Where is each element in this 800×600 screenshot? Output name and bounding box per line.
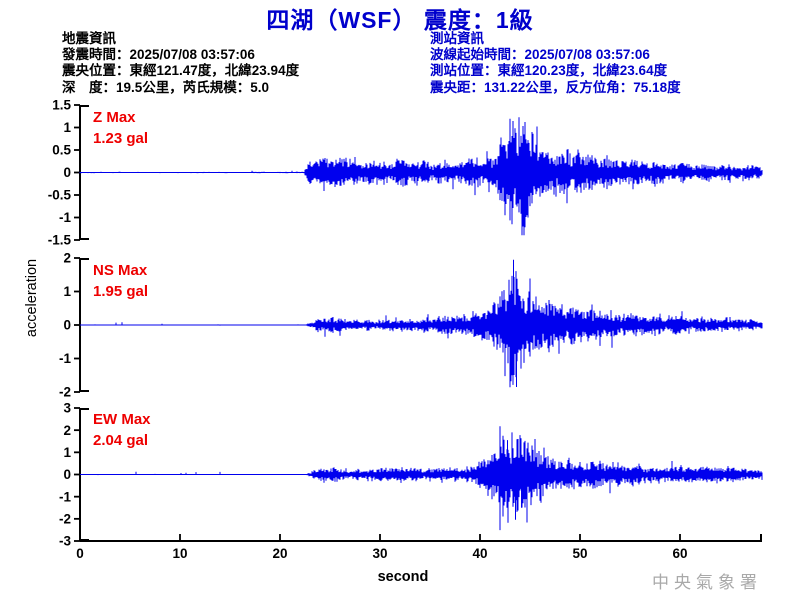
waveform-z	[79, 117, 763, 236]
waveform-ew	[80, 426, 763, 531]
y-tick-label-ns: 2	[63, 251, 71, 266]
y-tick-label-ns: 1	[63, 284, 71, 299]
y-tick-label-ns: 0	[63, 318, 71, 333]
channel-z-max-label: Z Max 1.23 gal	[93, 107, 148, 149]
channel-ns-max-value: 1.95 gal	[93, 283, 149, 300]
y-tick-label-z: 0.5	[52, 143, 71, 158]
x-tick-label: 20	[272, 546, 287, 561]
channel-ns-max-label: NS Max 1.95 gal	[93, 260, 148, 302]
x-tick-label: 0	[76, 546, 84, 561]
channel-ew-max-label: EW Max 2.04 gal	[93, 409, 151, 451]
station-info-block: 測站資訊 波線起始時間：2025/07/08 03:57:06 測站位置：東經1…	[430, 31, 681, 96]
x-tick-label: 60	[672, 546, 687, 561]
channel-ew-max-value: 2.04 gal	[93, 432, 149, 449]
x-tick-label: 50	[572, 546, 587, 561]
y-tick-label-z: 1	[63, 120, 71, 135]
y-tick-label-z: -0.5	[48, 188, 72, 203]
page-title: 四湖（WSF） 震度：1級	[266, 7, 534, 33]
y-tick-label-z: 1.5	[52, 98, 71, 113]
station-wave-start-time: 波線起始時間：2025/07/08 03:57:06	[430, 47, 650, 63]
y-tick-label-ew: -3	[59, 534, 71, 549]
channel-z-name: Z Max	[93, 109, 136, 126]
channel-z-max-value: 1.23 gal	[93, 130, 149, 147]
y-tick-label-z: 0	[63, 165, 71, 180]
earthquake-epicenter: 震央位置：東經121.47度，北緯23.94度	[62, 63, 300, 79]
channel-ns-name: NS Max	[93, 262, 148, 279]
y-tick-label-ew: 1	[63, 445, 71, 460]
y-axis-title: acceleration	[24, 258, 40, 338]
x-tick-label: 10	[172, 546, 187, 561]
y-tick-label-ew: -2	[59, 512, 71, 527]
y-tick-label-ns: -2	[59, 385, 71, 400]
x-tick-label: 40	[472, 546, 487, 561]
earthquake-info-heading: 地震資訊	[62, 31, 116, 46]
y-tick-label-ew: 2	[63, 423, 71, 438]
x-tick-label: 30	[372, 546, 387, 561]
station-info-heading: 測站資訊	[430, 31, 484, 46]
y-tick-label-ew: 0	[63, 467, 71, 482]
station-distance-azimuth: 震央距：131.22公里，反方位角：75.18度	[430, 79, 681, 95]
earthquake-info-block: 地震資訊 發震時間：2025/07/08 03:57:06 震央位置：東經121…	[62, 31, 299, 96]
y-tick-label-ew: -1	[59, 489, 71, 504]
waveform-ns	[80, 259, 763, 388]
agency-watermark: 中央氣象署	[652, 573, 762, 592]
channel-ew-name: EW Max	[93, 411, 151, 428]
earthquake-depth-magnitude: 深 度：19.5公里，芮氏規模：5.0	[62, 79, 270, 95]
y-tick-label-z: -1.5	[48, 233, 72, 248]
y-tick-label-ew: 3	[63, 401, 71, 416]
station-location: 測站位置：東經120.23度，北緯23.64度	[430, 63, 668, 79]
y-tick-label-z: -1	[59, 210, 71, 225]
earthquake-origin-time: 發震時間：2025/07/08 03:57:06	[62, 47, 255, 63]
y-tick-label-ns: -1	[59, 351, 71, 366]
x-axis-title: second	[377, 569, 429, 585]
